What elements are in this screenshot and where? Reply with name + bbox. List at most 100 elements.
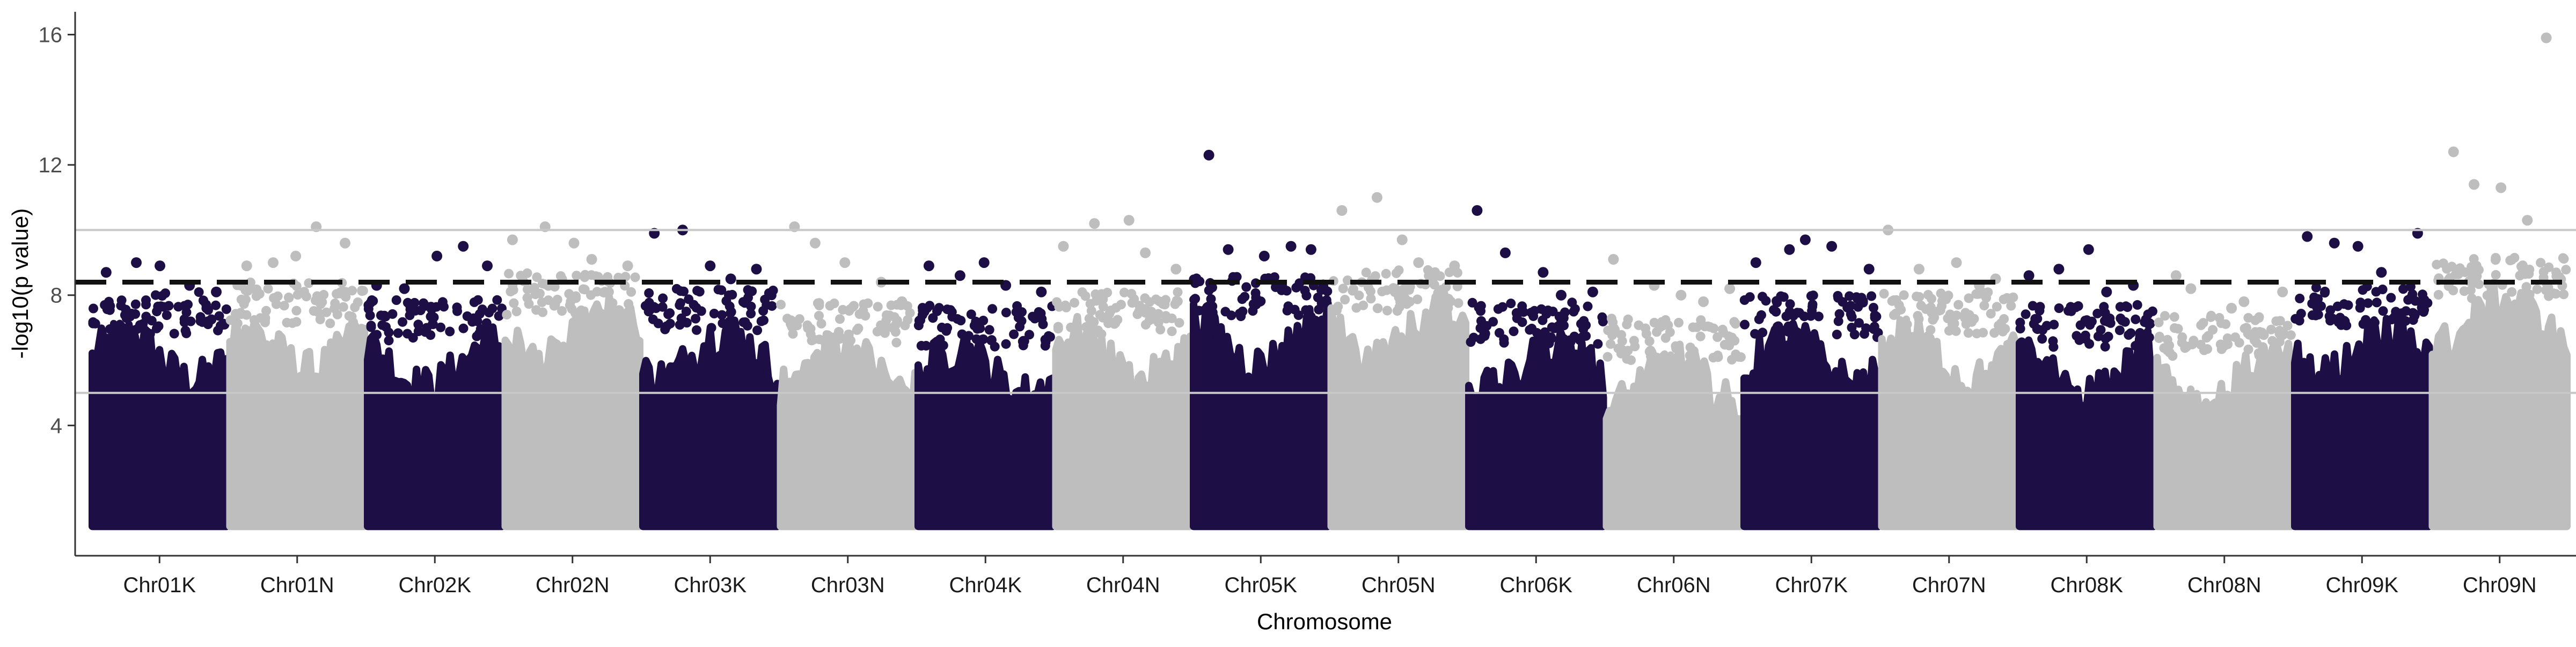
data-point: [2448, 286, 2458, 295]
data-point: [315, 314, 325, 324]
data-point: [984, 325, 994, 335]
data-point: [1545, 335, 1555, 345]
x-tick-label: Chr03N: [811, 573, 885, 597]
data-point: [2249, 335, 2259, 345]
data-point: [1855, 295, 1865, 306]
data-point: [2201, 333, 2212, 343]
data-point: [1519, 307, 1528, 317]
data-point: [2114, 325, 2125, 336]
data-point: [1569, 307, 1579, 317]
top-hit-point: [2170, 270, 2182, 281]
data-point: [1593, 339, 1603, 349]
point-mass-chr03k: [639, 316, 781, 530]
data-point: [941, 326, 952, 336]
data-point: [467, 317, 478, 327]
chromosome-chr06n: [1602, 254, 1746, 530]
point-mass-chr07n: [1878, 315, 2020, 530]
data-point: [1538, 315, 1548, 325]
data-point: [756, 316, 766, 326]
data-point: [1731, 349, 1741, 359]
data-point: [1437, 285, 1447, 295]
data-point: [391, 295, 401, 305]
data-point: [1606, 339, 1616, 349]
x-tick-label: Chr04N: [1086, 573, 1160, 597]
data-point: [1220, 307, 1231, 317]
data-point: [1784, 322, 1795, 332]
data-point: [819, 335, 830, 345]
data-point: [1314, 304, 1324, 315]
top-hit-point: [725, 273, 736, 285]
data-point: [2419, 295, 2429, 305]
data-point: [986, 336, 997, 346]
data-point: [348, 317, 358, 328]
data-point: [218, 318, 228, 329]
data-point: [2309, 292, 2319, 302]
data-point: [2164, 340, 2175, 351]
data-point: [2007, 293, 2017, 303]
data-point: [1923, 290, 1933, 300]
data-point: [2006, 301, 2016, 311]
top-hit-point: [954, 270, 965, 281]
data-point: [900, 321, 910, 331]
data-point: [409, 297, 420, 308]
chromosome-chr06k: [1465, 205, 1608, 530]
data-point: [2536, 258, 2546, 268]
data-point: [1806, 311, 1816, 321]
data-point: [1941, 294, 1951, 304]
data-point: [221, 304, 231, 314]
data-point: [1663, 320, 1673, 330]
data-point: [934, 303, 944, 313]
top-hit-point: [1587, 286, 1598, 297]
chromosome-chr08n: [2153, 270, 2296, 530]
data-point: [1867, 291, 1877, 301]
data-point: [2048, 336, 2058, 346]
data-point: [709, 309, 719, 318]
top-hit-point: [100, 267, 112, 278]
data-point: [2398, 284, 2409, 294]
chromosome-chr05n: [1327, 192, 1469, 530]
data-point: [2131, 314, 2141, 324]
data-point: [1354, 290, 1364, 301]
data-point: [1813, 311, 1824, 322]
data-point: [429, 312, 439, 322]
data-point: [203, 305, 213, 315]
data-point: [1098, 302, 1108, 311]
data-point: [1028, 311, 1038, 322]
data-point: [925, 301, 935, 311]
chromosome-chr01k: [88, 257, 231, 530]
data-point: [2561, 265, 2571, 275]
data-point: [2391, 307, 2401, 317]
data-point: [1436, 306, 1446, 316]
data-point: [2521, 282, 2531, 292]
data-point: [1394, 302, 1404, 312]
data-point: [716, 285, 727, 295]
data-point: [1623, 346, 1633, 356]
data-point: [2442, 264, 2452, 274]
data-point: [1240, 292, 1250, 302]
point-mass-chr04n: [1052, 312, 1194, 530]
data-point: [1098, 312, 1108, 323]
data-point: [1413, 294, 1423, 304]
data-point: [1833, 316, 1843, 326]
x-tick-label: Chr02K: [398, 573, 471, 597]
data-point: [917, 310, 927, 320]
chromosome-chr01n: [225, 221, 368, 530]
data-point: [332, 289, 342, 299]
data-point: [1134, 307, 1144, 317]
data-point: [1979, 301, 1989, 311]
data-point: [1894, 300, 1904, 310]
data-point: [1870, 312, 1880, 323]
top-hit-point: [2226, 303, 2237, 314]
data-point: [727, 289, 737, 300]
data-point: [872, 326, 882, 337]
data-point: [1238, 307, 1248, 316]
data-point: [1306, 311, 1316, 322]
top-hit-point: [2329, 237, 2340, 249]
data-point: [1606, 314, 1616, 324]
data-point: [1729, 317, 1739, 327]
data-point: [509, 298, 519, 308]
data-point: [1381, 285, 1392, 295]
data-point: [1847, 312, 1857, 322]
data-point: [1719, 340, 1730, 350]
top-hit-point: [2101, 286, 2112, 297]
